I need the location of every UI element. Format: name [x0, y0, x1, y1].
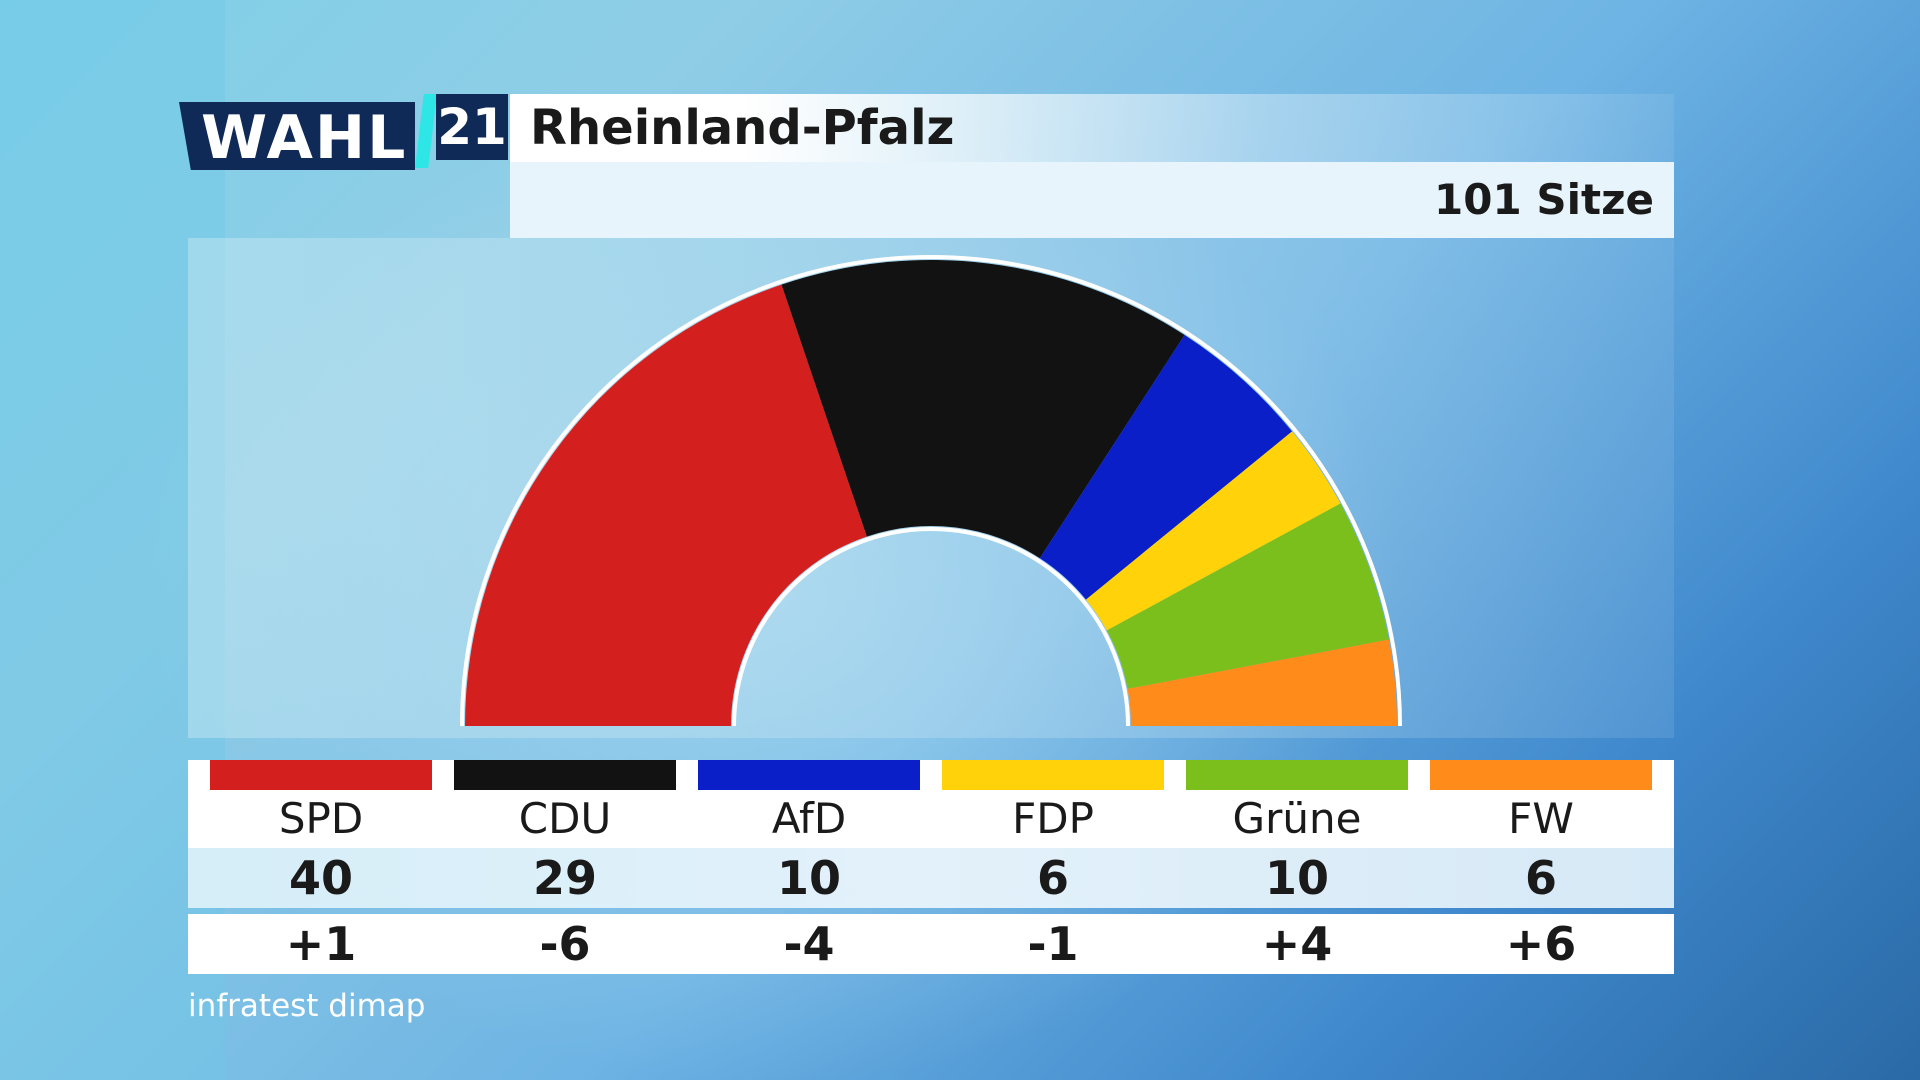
legend-swatch-1 [454, 760, 676, 790]
legend-party-name: SPD [278, 794, 364, 843]
source-label: infratest dimap [188, 988, 426, 1024]
logo-text: WAHL [201, 103, 408, 173]
legend-change-row: +1 -6 -4 -1 +4 +6 [188, 914, 1674, 974]
legend-seats-row: 40 29 10 6 10 6 [188, 848, 1674, 908]
seat-segment-4 [1106, 503, 1389, 689]
subtitle-bar: 101 Sitze [510, 162, 1674, 238]
total-seats-label: 101 Sitze [1434, 175, 1654, 224]
seat-segment-0 [465, 284, 867, 726]
legend-seat-count: 6 [1036, 851, 1069, 905]
legend-seat-count: 29 [532, 851, 597, 905]
legend-seat-count: 40 [288, 851, 353, 905]
legend-swatch-2 [698, 760, 920, 790]
legend-seat-change: +4 [1261, 917, 1333, 971]
legend-swatch-0 [210, 760, 432, 790]
legend-seat-change: +1 [285, 917, 357, 971]
seat-segment-5 [1127, 639, 1397, 726]
legend-seat-change: -4 [783, 917, 835, 971]
seat-segment-1 [781, 260, 1185, 559]
logo-year: 21 [436, 94, 508, 160]
wahl-logo: WAHL [179, 102, 415, 170]
legend-seat-count: 6 [1524, 851, 1557, 905]
legend-swatch-4 [1186, 760, 1408, 790]
legend-swatch-3 [942, 760, 1164, 790]
outer-outline [460, 255, 1402, 727]
legend-party-name: FDP [1012, 794, 1094, 843]
parliament-chart [460, 255, 1402, 727]
legend-party-name: AfD [771, 794, 847, 843]
title-bar: Rheinland-Pfalz [510, 94, 1674, 162]
inner-outline [732, 527, 1130, 727]
legend-party-row: SPD CDU AfD FDP Grüne FW [188, 760, 1674, 848]
legend-party-name: FW [1508, 794, 1574, 843]
legend-seat-change: -1 [1027, 917, 1079, 971]
chart-panel [188, 238, 1674, 738]
background-left-band [0, 0, 225, 1080]
seat-segment-3 [1085, 431, 1341, 631]
legend-seat-change: -6 [539, 917, 591, 971]
chart-title: Rheinland-Pfalz [530, 100, 955, 156]
legend-party-name: Grüne [1232, 794, 1362, 843]
legend-party-name: CDU [518, 794, 612, 843]
legend-seat-change: +6 [1505, 917, 1577, 971]
legend-seat-count: 10 [1264, 851, 1329, 905]
seat-segment-2 [1039, 335, 1293, 600]
legend-swatch-5 [1430, 760, 1652, 790]
legend-seat-count: 10 [776, 851, 841, 905]
legend-table: SPD CDU AfD FDP Grüne FW 40 29 10 6 10 6 +1 -6 -4 -1 +… [188, 760, 1674, 974]
